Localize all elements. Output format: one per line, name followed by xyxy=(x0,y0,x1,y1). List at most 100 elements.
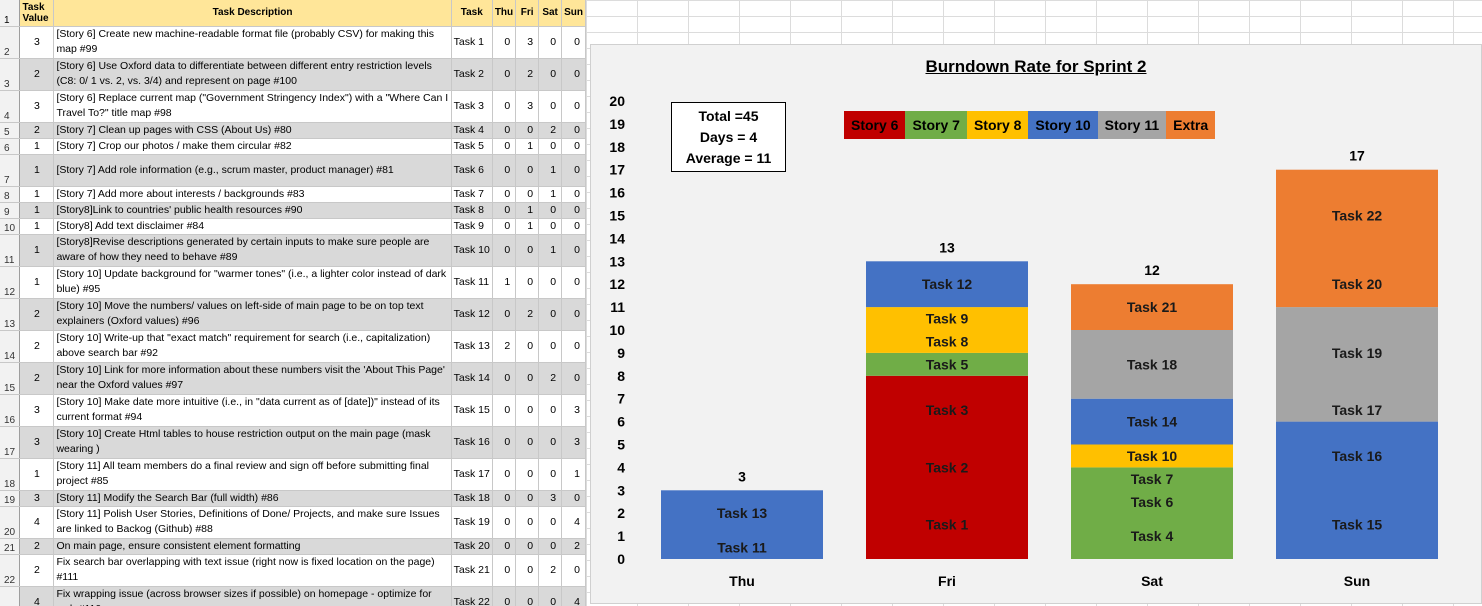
fri-cell[interactable]: 2 xyxy=(515,298,540,331)
task-id-cell[interactable]: Task 10 xyxy=(451,234,493,267)
table-row[interactable]: 16 3 [Story 10] Make date more intuitive (… xyxy=(0,394,586,427)
thu-cell[interactable]: 0 xyxy=(492,186,517,203)
fri-cell[interactable]: 0 xyxy=(515,394,540,427)
task-description-cell[interactable]: [Story 6] Replace current map ("Governme… xyxy=(53,90,452,123)
task-id-cell[interactable]: Task 3 xyxy=(451,90,493,123)
task-description-cell[interactable]: [Story 11] Modify the Search Bar (full w… xyxy=(53,490,452,507)
task-id-cell[interactable]: Task 21 xyxy=(451,554,493,587)
fri-cell[interactable]: 2 xyxy=(515,58,540,91)
thu-cell[interactable]: 0 xyxy=(492,490,517,507)
task-description-cell[interactable]: Fix search bar overlapping with text iss… xyxy=(53,554,452,587)
sun-cell[interactable]: 4 xyxy=(561,586,586,606)
fri-cell[interactable]: 0 xyxy=(515,362,540,395)
fri-cell[interactable]: 1 xyxy=(515,218,540,235)
task-value-cell[interactable]: 1 xyxy=(19,266,55,299)
sun-cell[interactable]: 0 xyxy=(561,154,586,187)
table-row[interactable]: 14 2 [Story 10] Write-up that "exact match… xyxy=(0,330,586,363)
task-value-cell[interactable]: 3 xyxy=(19,426,55,459)
sun-cell[interactable]: 0 xyxy=(561,186,586,203)
task-value-cell[interactable]: 1 xyxy=(19,218,55,235)
sat-cell[interactable]: 0 xyxy=(538,506,563,539)
task-value-cell[interactable]: 2 xyxy=(19,122,55,139)
sat-cell[interactable]: 0 xyxy=(538,138,563,155)
fri-cell[interactable]: 0 xyxy=(515,186,540,203)
thu-cell[interactable]: 0 xyxy=(492,506,517,539)
table-row[interactable]: 3 2 [Story 6] Use Oxford data to different… xyxy=(0,58,586,91)
task-description-cell[interactable]: [Story 7] Crop our photos / make them ci… xyxy=(53,138,452,155)
task-description-cell[interactable]: [Story 10] Write-up that "exact match" r… xyxy=(53,330,452,363)
task-value-cell[interactable]: 2 xyxy=(19,362,55,395)
thu-cell[interactable]: 1 xyxy=(492,266,517,299)
header-fri[interactable]: Fri xyxy=(515,0,540,27)
sat-cell[interactable]: 0 xyxy=(538,586,563,606)
sun-cell[interactable]: 0 xyxy=(561,138,586,155)
task-description-cell[interactable]: [Story 10] Link for more information abo… xyxy=(53,362,452,395)
row-number[interactable]: 9 xyxy=(0,202,21,219)
task-id-cell[interactable]: Task 22 xyxy=(451,586,493,606)
task-value-cell[interactable]: 2 xyxy=(19,330,55,363)
sun-cell[interactable]: 3 xyxy=(561,426,586,459)
fri-cell[interactable]: 1 xyxy=(515,138,540,155)
task-id-cell[interactable]: Task 17 xyxy=(451,458,493,491)
task-id-cell[interactable]: Task 5 xyxy=(451,138,493,155)
task-id-cell[interactable]: Task 6 xyxy=(451,154,493,187)
task-value-cell[interactable]: 2 xyxy=(19,298,55,331)
fri-cell[interactable]: 0 xyxy=(515,538,540,555)
table-row[interactable]: 15 2 [Story 10] Link for more information … xyxy=(0,362,586,395)
row-number[interactable]: 16 xyxy=(0,394,21,427)
sat-cell[interactable]: 0 xyxy=(538,202,563,219)
task-value-cell[interactable]: 3 xyxy=(19,394,55,427)
task-value-cell[interactable]: 1 xyxy=(19,138,55,155)
row-number[interactable]: 1 xyxy=(0,0,21,27)
sun-cell[interactable]: 2 xyxy=(561,538,586,555)
table-row[interactable]: 22 2 Fix search bar overlapping with text … xyxy=(0,554,586,587)
task-value-cell[interactable]: 2 xyxy=(19,58,55,91)
thu-cell[interactable]: 0 xyxy=(492,26,517,59)
sat-cell[interactable]: 0 xyxy=(538,90,563,123)
task-id-cell[interactable]: Task 2 xyxy=(451,58,493,91)
table-row[interactable]: 11 1 [Story8]Revise descriptions generated… xyxy=(0,234,586,267)
task-value-cell[interactable]: 3 xyxy=(19,90,55,123)
sun-cell[interactable]: 0 xyxy=(561,234,586,267)
task-description-cell[interactable]: Fix wrapping issue (across browser sizes… xyxy=(53,586,452,606)
row-number[interactable]: 11 xyxy=(0,234,21,267)
sat-cell[interactable]: 0 xyxy=(538,266,563,299)
task-description-cell[interactable]: [Story8]Link to countries' public health… xyxy=(53,202,452,219)
sat-cell[interactable]: 0 xyxy=(538,58,563,91)
table-row[interactable]: 20 4 [Story 11] Polish User Stories, Defin… xyxy=(0,506,586,539)
row-number[interactable]: 23 xyxy=(0,586,21,606)
sun-cell[interactable]: 0 xyxy=(561,218,586,235)
header-task-description[interactable]: Task Description xyxy=(53,0,452,27)
thu-cell[interactable]: 0 xyxy=(492,154,517,187)
sat-cell[interactable]: 0 xyxy=(538,298,563,331)
fri-cell[interactable]: 0 xyxy=(515,330,540,363)
row-number[interactable]: 4 xyxy=(0,90,21,123)
sat-cell[interactable]: 0 xyxy=(538,26,563,59)
thu-cell[interactable]: 0 xyxy=(492,458,517,491)
sun-cell[interactable]: 1 xyxy=(561,458,586,491)
table-row[interactable]: 17 3 [Story 10] Create Html tables to hous… xyxy=(0,426,586,459)
thu-cell[interactable]: 0 xyxy=(492,538,517,555)
thu-cell[interactable]: 0 xyxy=(492,394,517,427)
sat-cell[interactable]: 2 xyxy=(538,554,563,587)
sun-cell[interactable]: 0 xyxy=(561,202,586,219)
header-task-value[interactable]: Task Value xyxy=(19,0,55,27)
row-number[interactable]: 10 xyxy=(0,218,21,235)
table-row[interactable]: 10 1 [Story8] Add text disclaimer #84 Task … xyxy=(0,218,586,235)
task-id-cell[interactable]: Task 13 xyxy=(451,330,493,363)
thu-cell[interactable]: 0 xyxy=(492,298,517,331)
fri-cell[interactable]: 0 xyxy=(515,490,540,507)
task-value-cell[interactable]: 3 xyxy=(19,490,55,507)
thu-cell[interactable]: 0 xyxy=(492,554,517,587)
task-description-cell[interactable]: [Story 7] Add role information (e.g., sc… xyxy=(53,154,452,187)
sat-cell[interactable]: 2 xyxy=(538,122,563,139)
table-row[interactable]: 5 2 [Story 7] Clean up pages with CSS (Abo… xyxy=(0,122,586,139)
sun-cell[interactable]: 0 xyxy=(561,26,586,59)
table-row[interactable]: 21 2 On main page, ensure consistent eleme… xyxy=(0,538,586,555)
sat-cell[interactable]: 1 xyxy=(538,154,563,187)
thu-cell[interactable]: 0 xyxy=(492,426,517,459)
task-value-cell[interactable]: 3 xyxy=(19,26,55,59)
task-id-cell[interactable]: Task 16 xyxy=(451,426,493,459)
fri-cell[interactable]: 0 xyxy=(515,554,540,587)
sat-cell[interactable]: 0 xyxy=(538,218,563,235)
